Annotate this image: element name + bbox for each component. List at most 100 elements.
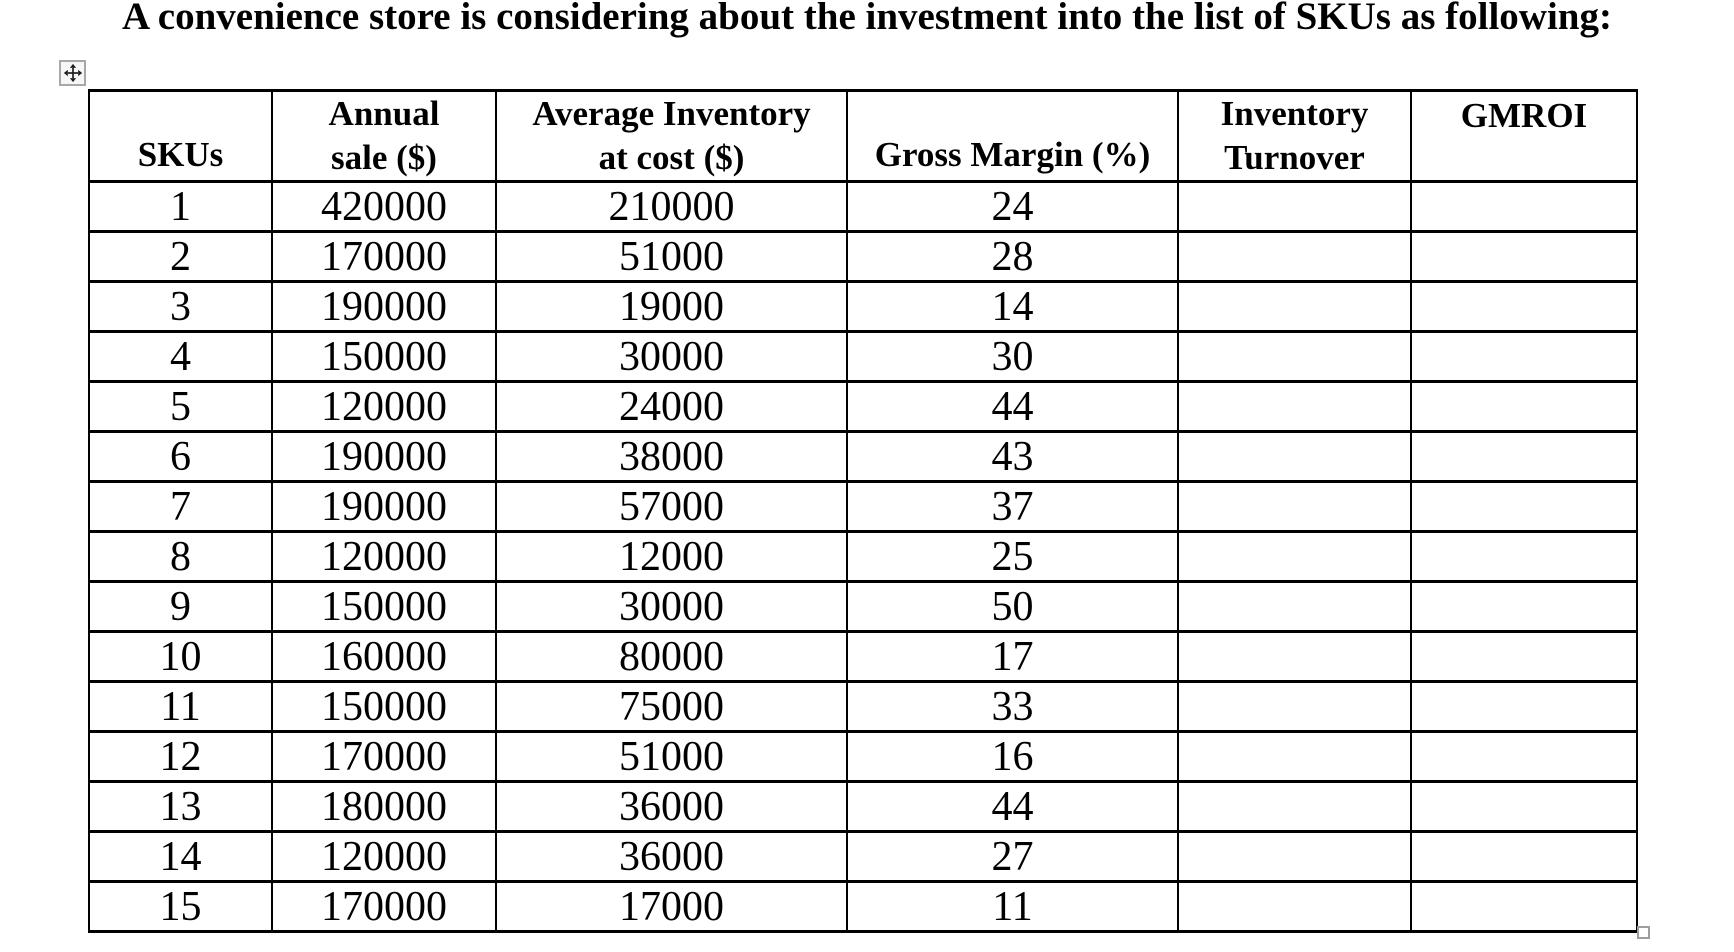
table-cell-avg-inventory-at-cost: 24000	[495, 380, 848, 433]
table-cell-gross-margin: 14	[846, 280, 1179, 333]
table-cell-annual-sale: 120000	[271, 530, 497, 583]
table-cell-annual-sale: 120000	[271, 380, 497, 433]
table-cell-skus: 10	[88, 630, 273, 683]
table-cell-avg-inventory-at-cost: 30000	[495, 580, 848, 633]
table-cell-skus: 11	[88, 680, 273, 733]
table-cell-inventory-turnover	[1177, 480, 1412, 533]
table-cell-annual-sale: 180000	[271, 780, 497, 833]
column-header-avg-inventory-at-cost: Average Inventory at cost ($)	[495, 89, 848, 183]
table-cell-avg-inventory-at-cost: 51000	[495, 230, 848, 283]
table-cell-annual-sale: 190000	[271, 280, 497, 333]
table-cell-skus: 12	[88, 730, 273, 783]
table-cell-avg-inventory-at-cost: 30000	[495, 330, 848, 383]
table-cell-inventory-turnover	[1177, 280, 1412, 333]
table-cell-skus: 9	[88, 580, 273, 633]
table-cell-gross-margin: 24	[846, 180, 1179, 233]
table-cell-avg-inventory-at-cost: 17000	[495, 880, 848, 933]
table-cell-skus: 1	[88, 180, 273, 233]
table-cell-avg-inventory-at-cost: 57000	[495, 480, 848, 533]
table-cell-inventory-turnover	[1177, 830, 1412, 883]
table-cell-gmroi	[1410, 730, 1638, 783]
table-cell-inventory-turnover	[1177, 330, 1412, 383]
table-move-handle[interactable]	[59, 60, 86, 86]
table-cell-gross-margin: 11	[846, 880, 1179, 933]
table-cell-gmroi	[1410, 780, 1638, 833]
sku-table: SKUs Annual sale ($) Average Inventory a…	[88, 89, 1638, 933]
table-row: 7 190000 57000 37	[88, 480, 1638, 533]
table-cell-gmroi	[1410, 380, 1638, 433]
table-cell-skus: 14	[88, 830, 273, 883]
table-cell-gmroi	[1410, 630, 1638, 683]
table-cell-gross-margin: 50	[846, 580, 1179, 633]
table-cell-avg-inventory-at-cost: 36000	[495, 830, 848, 883]
table-cell-gmroi	[1410, 280, 1638, 333]
table-cell-gross-margin: 27	[846, 830, 1179, 883]
table-row: 10 160000 80000 17	[88, 630, 1638, 683]
table-cell-inventory-turnover	[1177, 430, 1412, 483]
table-cell-gross-margin: 33	[846, 680, 1179, 733]
table-cell-avg-inventory-at-cost: 36000	[495, 780, 848, 833]
table-cell-gross-margin: 30	[846, 330, 1179, 383]
table-cell-avg-inventory-at-cost: 51000	[495, 730, 848, 783]
table-cell-avg-inventory-at-cost: 12000	[495, 530, 848, 583]
column-header-gmroi: GMROI	[1410, 89, 1638, 183]
table-row: 3 190000 19000 14	[88, 280, 1638, 333]
table-header: SKUs Annual sale ($) Average Inventory a…	[88, 89, 1638, 183]
table-cell-gmroi	[1410, 330, 1638, 383]
table-cell-inventory-turnover	[1177, 230, 1412, 283]
table-row: 12 170000 51000 16	[88, 730, 1638, 783]
table-resize-handle[interactable]	[1637, 926, 1650, 939]
table-row: 1 420000 210000 24	[88, 180, 1638, 233]
table-row: 8 120000 12000 25	[88, 530, 1638, 583]
table-cell-gross-margin: 16	[846, 730, 1179, 783]
table-cell-gross-margin: 44	[846, 780, 1179, 833]
table-header-row: SKUs Annual sale ($) Average Inventory a…	[88, 89, 1638, 183]
table-cell-skus: 15	[88, 880, 273, 933]
table-cell-inventory-turnover	[1177, 180, 1412, 233]
table-row: 5 120000 24000 44	[88, 380, 1638, 433]
table-cell-gmroi	[1410, 180, 1638, 233]
table-cell-gmroi	[1410, 530, 1638, 583]
table-cell-annual-sale: 150000	[271, 580, 497, 633]
table-cell-skus: 6	[88, 430, 273, 483]
table-cell-inventory-turnover	[1177, 780, 1412, 833]
table-body: 1 420000 210000 24 2 170000 51000 28 3 190000 1900…	[88, 180, 1638, 933]
table-cell-inventory-turnover	[1177, 530, 1412, 583]
table-cell-gross-margin: 28	[846, 230, 1179, 283]
table-cell-inventory-turnover	[1177, 880, 1412, 933]
table-cell-annual-sale: 150000	[271, 680, 497, 733]
table-cell-inventory-turnover	[1177, 580, 1412, 633]
table-cell-annual-sale: 170000	[271, 230, 497, 283]
column-header-annual-sale: Annual sale ($)	[271, 89, 497, 183]
table-cell-skus: 13	[88, 780, 273, 833]
table-cell-annual-sale: 160000	[271, 630, 497, 683]
table-row: 15 170000 17000 11	[88, 880, 1638, 933]
table-cell-avg-inventory-at-cost: 75000	[495, 680, 848, 733]
table-cell-gmroi	[1410, 580, 1638, 633]
table-cell-avg-inventory-at-cost: 19000	[495, 280, 848, 333]
table-cell-skus: 3	[88, 280, 273, 333]
table-cell-skus: 4	[88, 330, 273, 383]
table-cell-skus: 5	[88, 380, 273, 433]
table-cell-inventory-turnover	[1177, 680, 1412, 733]
table-row: 9 150000 30000 50	[88, 580, 1638, 633]
table-cell-gmroi	[1410, 680, 1638, 733]
table-row: 2 170000 51000 28	[88, 230, 1638, 283]
table-cell-annual-sale: 420000	[271, 180, 497, 233]
table-cell-skus: 7	[88, 480, 273, 533]
table-row: 14 120000 36000 27	[88, 830, 1638, 883]
table-cell-annual-sale: 170000	[271, 880, 497, 933]
table-cell-avg-inventory-at-cost: 80000	[495, 630, 848, 683]
table-cell-gross-margin: 43	[846, 430, 1179, 483]
table-cell-inventory-turnover	[1177, 730, 1412, 783]
table-cell-gmroi	[1410, 230, 1638, 283]
table-cell-gross-margin: 17	[846, 630, 1179, 683]
table-cell-gross-margin: 25	[846, 530, 1179, 583]
table-cell-avg-inventory-at-cost: 38000	[495, 430, 848, 483]
move-four-way-arrow-icon	[63, 63, 82, 83]
table-cell-gross-margin: 44	[846, 380, 1179, 433]
table-cell-skus: 2	[88, 230, 273, 283]
table-cell-gmroi	[1410, 430, 1638, 483]
column-header-inventory-turnover: Inventory Turnover	[1177, 89, 1412, 183]
